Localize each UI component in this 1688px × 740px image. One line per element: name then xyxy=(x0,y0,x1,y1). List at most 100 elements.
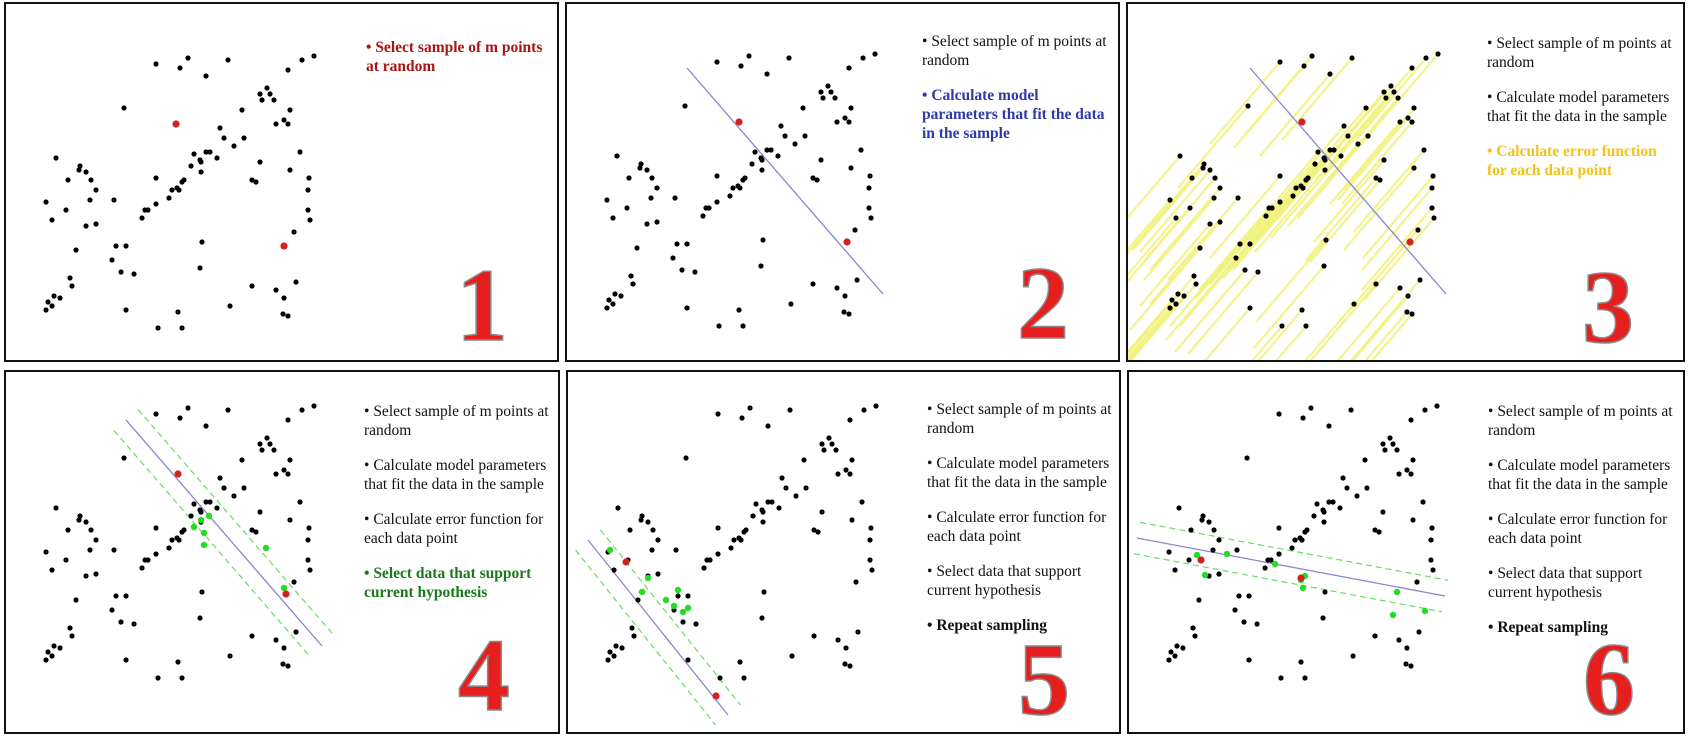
step-item: • Select data that support current hypot… xyxy=(927,562,1113,600)
data-point xyxy=(1380,441,1386,447)
data-point xyxy=(253,179,259,185)
data-point xyxy=(727,193,733,199)
data-point xyxy=(177,65,183,71)
data-point xyxy=(847,663,853,669)
data-point xyxy=(1192,633,1198,639)
data-point xyxy=(1420,499,1426,505)
data-point xyxy=(257,509,263,515)
data-point xyxy=(281,295,287,301)
data-point xyxy=(1298,659,1304,665)
data-point xyxy=(1320,507,1326,513)
data-point xyxy=(648,195,654,201)
data-point xyxy=(271,447,277,453)
data-point xyxy=(191,151,197,157)
data-point xyxy=(1181,293,1187,299)
scatter-plot-2 xyxy=(604,51,884,329)
data-point xyxy=(285,67,291,73)
data-point xyxy=(73,247,79,253)
data-point xyxy=(1172,653,1178,659)
data-point xyxy=(65,177,71,183)
data-point xyxy=(1276,551,1282,557)
data-point xyxy=(610,215,616,221)
data-point xyxy=(747,405,753,411)
data-point xyxy=(1430,567,1436,573)
data-point xyxy=(1188,527,1194,533)
data-point xyxy=(834,285,840,291)
data-point xyxy=(635,597,641,603)
data-point xyxy=(613,643,619,649)
panel-step-2: • Select sample of m points at random • C… xyxy=(565,2,1120,362)
data-point xyxy=(1410,517,1416,523)
data-point xyxy=(273,471,279,477)
sample-point xyxy=(1297,574,1305,582)
data-point xyxy=(1435,51,1441,57)
data-point xyxy=(1276,525,1282,531)
data-point xyxy=(63,207,69,213)
data-point xyxy=(199,589,205,595)
data-point xyxy=(153,201,159,207)
data-point xyxy=(810,175,816,181)
bullet-icon: • xyxy=(927,401,937,418)
data-point xyxy=(155,325,161,331)
data-point xyxy=(287,457,293,463)
data-point xyxy=(273,121,279,127)
data-point xyxy=(740,323,746,329)
data-point xyxy=(1364,485,1370,491)
data-point xyxy=(43,199,49,205)
data-point xyxy=(738,63,744,69)
bullet-icon: • xyxy=(364,565,374,582)
data-point xyxy=(867,557,873,563)
data-point xyxy=(1216,571,1222,577)
data-point xyxy=(1397,119,1403,125)
data-point xyxy=(197,157,203,163)
data-point xyxy=(221,485,227,491)
data-points xyxy=(1166,403,1440,681)
data-point xyxy=(69,633,75,639)
data-point xyxy=(179,179,185,185)
data-point xyxy=(109,607,115,613)
sample-point xyxy=(712,692,720,700)
step-text: Select sample of m points at random xyxy=(366,39,543,75)
scatter-plot-5 xyxy=(575,403,879,726)
inlier-threshold-band xyxy=(575,529,741,726)
data-point xyxy=(1177,153,1183,159)
data-point xyxy=(759,507,765,513)
inlier-point xyxy=(674,586,682,594)
data-point xyxy=(765,499,771,505)
bullet-icon: • xyxy=(1487,89,1497,106)
data-point xyxy=(203,499,209,505)
data-point xyxy=(1423,55,1429,61)
bullet-icon: • xyxy=(1488,511,1498,528)
data-point xyxy=(221,135,227,141)
step-number: 2 xyxy=(1016,246,1070,361)
data-point xyxy=(1189,175,1195,181)
sample-point xyxy=(735,118,743,126)
data-point xyxy=(83,223,89,229)
data-point xyxy=(113,593,119,599)
data-point xyxy=(1387,435,1393,441)
bullet-icon: • xyxy=(927,509,937,526)
data-point xyxy=(1428,557,1434,563)
data-point xyxy=(253,529,259,535)
data-point xyxy=(176,187,182,193)
data-point xyxy=(123,657,129,663)
data-point xyxy=(305,207,311,213)
data-point xyxy=(57,645,63,651)
data-point xyxy=(693,621,699,627)
data-point xyxy=(203,149,209,155)
data-point xyxy=(179,529,185,535)
data-point xyxy=(828,89,834,95)
data-point xyxy=(83,169,89,175)
data-point xyxy=(758,263,764,269)
data-point xyxy=(176,537,182,543)
data-point xyxy=(1403,661,1409,667)
data-point xyxy=(764,71,770,77)
data-point xyxy=(867,537,873,543)
data-point xyxy=(842,661,848,667)
step-item: • Select data that support current hypot… xyxy=(364,564,552,602)
data-point xyxy=(1265,557,1271,563)
data-point xyxy=(281,645,287,651)
data-point xyxy=(1430,173,1436,179)
data-point xyxy=(1337,505,1343,511)
data-point xyxy=(299,407,305,413)
